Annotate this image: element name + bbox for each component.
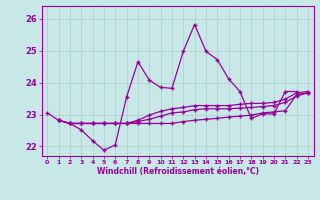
X-axis label: Windchill (Refroidissement éolien,°C): Windchill (Refroidissement éolien,°C) (97, 167, 259, 176)
